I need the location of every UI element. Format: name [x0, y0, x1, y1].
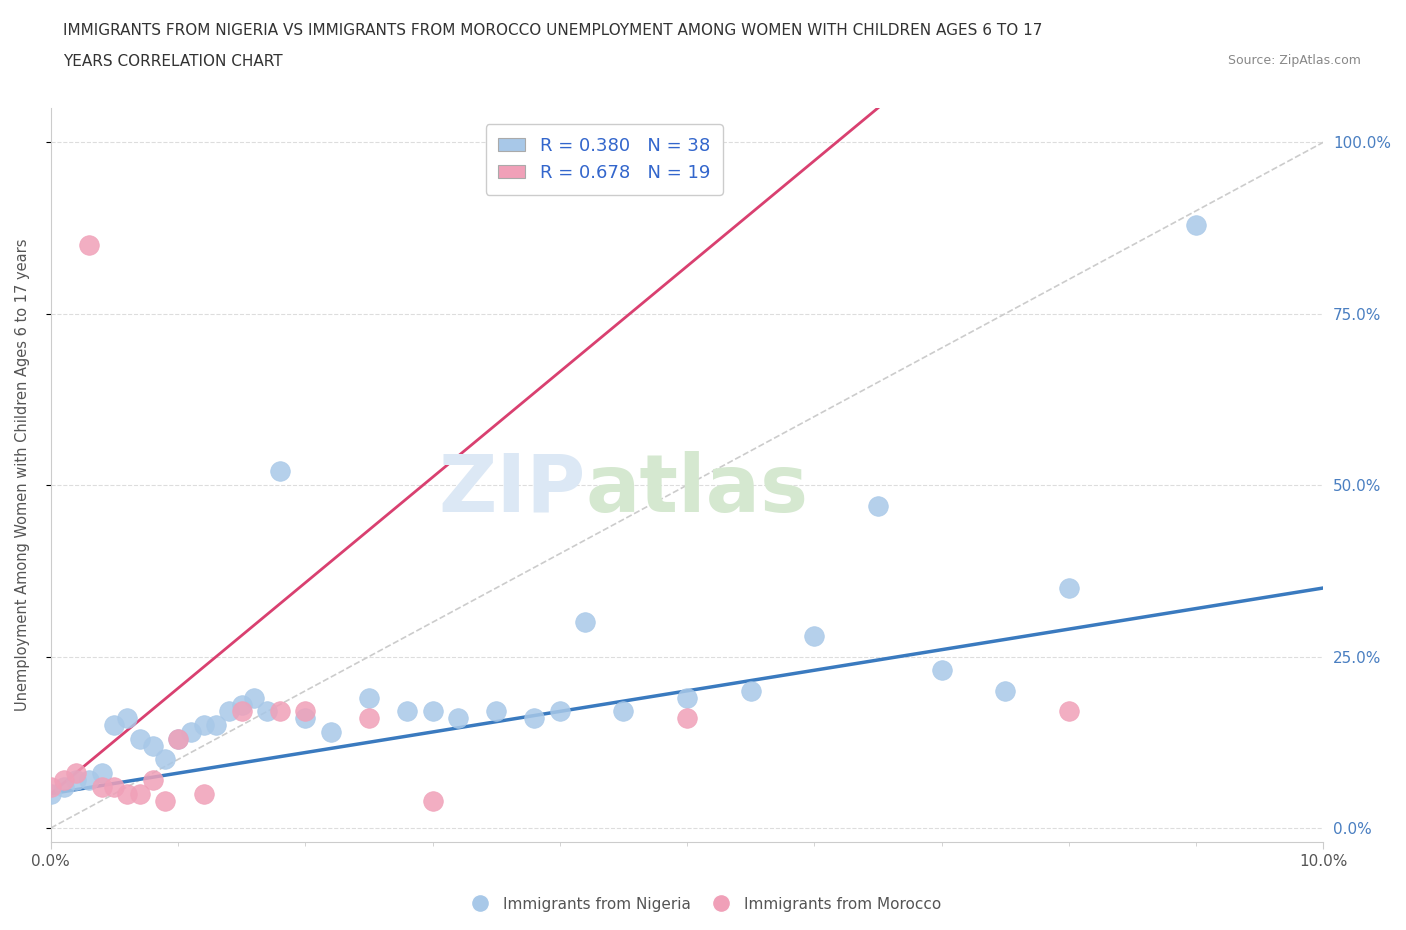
Point	[548, 704, 571, 719]
Point	[39, 779, 62, 794]
Point	[396, 704, 419, 719]
Point	[294, 704, 316, 719]
Point	[994, 684, 1017, 698]
Point	[357, 690, 380, 705]
Point	[167, 731, 190, 746]
Text: YEARS CORRELATION CHART: YEARS CORRELATION CHART	[63, 54, 283, 69]
Point	[485, 704, 508, 719]
Point	[319, 724, 342, 739]
Point	[231, 698, 253, 712]
Point	[65, 773, 87, 788]
Point	[574, 615, 596, 630]
Point	[39, 786, 62, 801]
Text: Source: ZipAtlas.com: Source: ZipAtlas.com	[1227, 54, 1361, 67]
Point	[77, 238, 100, 253]
Point	[167, 731, 190, 746]
Point	[193, 786, 215, 801]
Point	[115, 711, 138, 725]
Point	[357, 711, 380, 725]
Point	[115, 786, 138, 801]
Point	[740, 684, 762, 698]
Point	[90, 765, 112, 780]
Point	[447, 711, 470, 725]
Legend: Immigrants from Nigeria, Immigrants from Morocco: Immigrants from Nigeria, Immigrants from…	[458, 891, 948, 918]
Point	[129, 786, 152, 801]
Point	[256, 704, 278, 719]
Point	[269, 464, 291, 479]
Point	[269, 704, 291, 719]
Text: ZIP: ZIP	[439, 450, 585, 528]
Point	[52, 779, 75, 794]
Point	[422, 793, 444, 808]
Point	[65, 765, 87, 780]
Point	[218, 704, 240, 719]
Text: IMMIGRANTS FROM NIGERIA VS IMMIGRANTS FROM MOROCCO UNEMPLOYMENT AMONG WOMEN WITH: IMMIGRANTS FROM NIGERIA VS IMMIGRANTS FR…	[63, 23, 1043, 38]
Point	[243, 690, 266, 705]
Point	[103, 718, 125, 733]
Y-axis label: Unemployment Among Women with Children Ages 6 to 17 years: Unemployment Among Women with Children A…	[15, 239, 30, 711]
Point	[52, 773, 75, 788]
Text: atlas: atlas	[585, 450, 808, 528]
Point	[90, 779, 112, 794]
Point	[193, 718, 215, 733]
Point	[231, 704, 253, 719]
Point	[155, 752, 177, 767]
Point	[1057, 704, 1080, 719]
Point	[523, 711, 546, 725]
Point	[1185, 217, 1208, 232]
Point	[612, 704, 634, 719]
Legend: R = 0.380   N = 38, R = 0.678   N = 19: R = 0.380 N = 38, R = 0.678 N = 19	[485, 125, 723, 194]
Point	[155, 793, 177, 808]
Point	[180, 724, 202, 739]
Point	[1057, 580, 1080, 595]
Point	[803, 629, 825, 644]
Point	[676, 690, 699, 705]
Point	[676, 711, 699, 725]
Point	[205, 718, 228, 733]
Point	[142, 773, 165, 788]
Point	[77, 773, 100, 788]
Point	[129, 731, 152, 746]
Point	[142, 738, 165, 753]
Point	[866, 498, 889, 513]
Point	[294, 711, 316, 725]
Point	[422, 704, 444, 719]
Point	[103, 779, 125, 794]
Point	[931, 663, 953, 678]
